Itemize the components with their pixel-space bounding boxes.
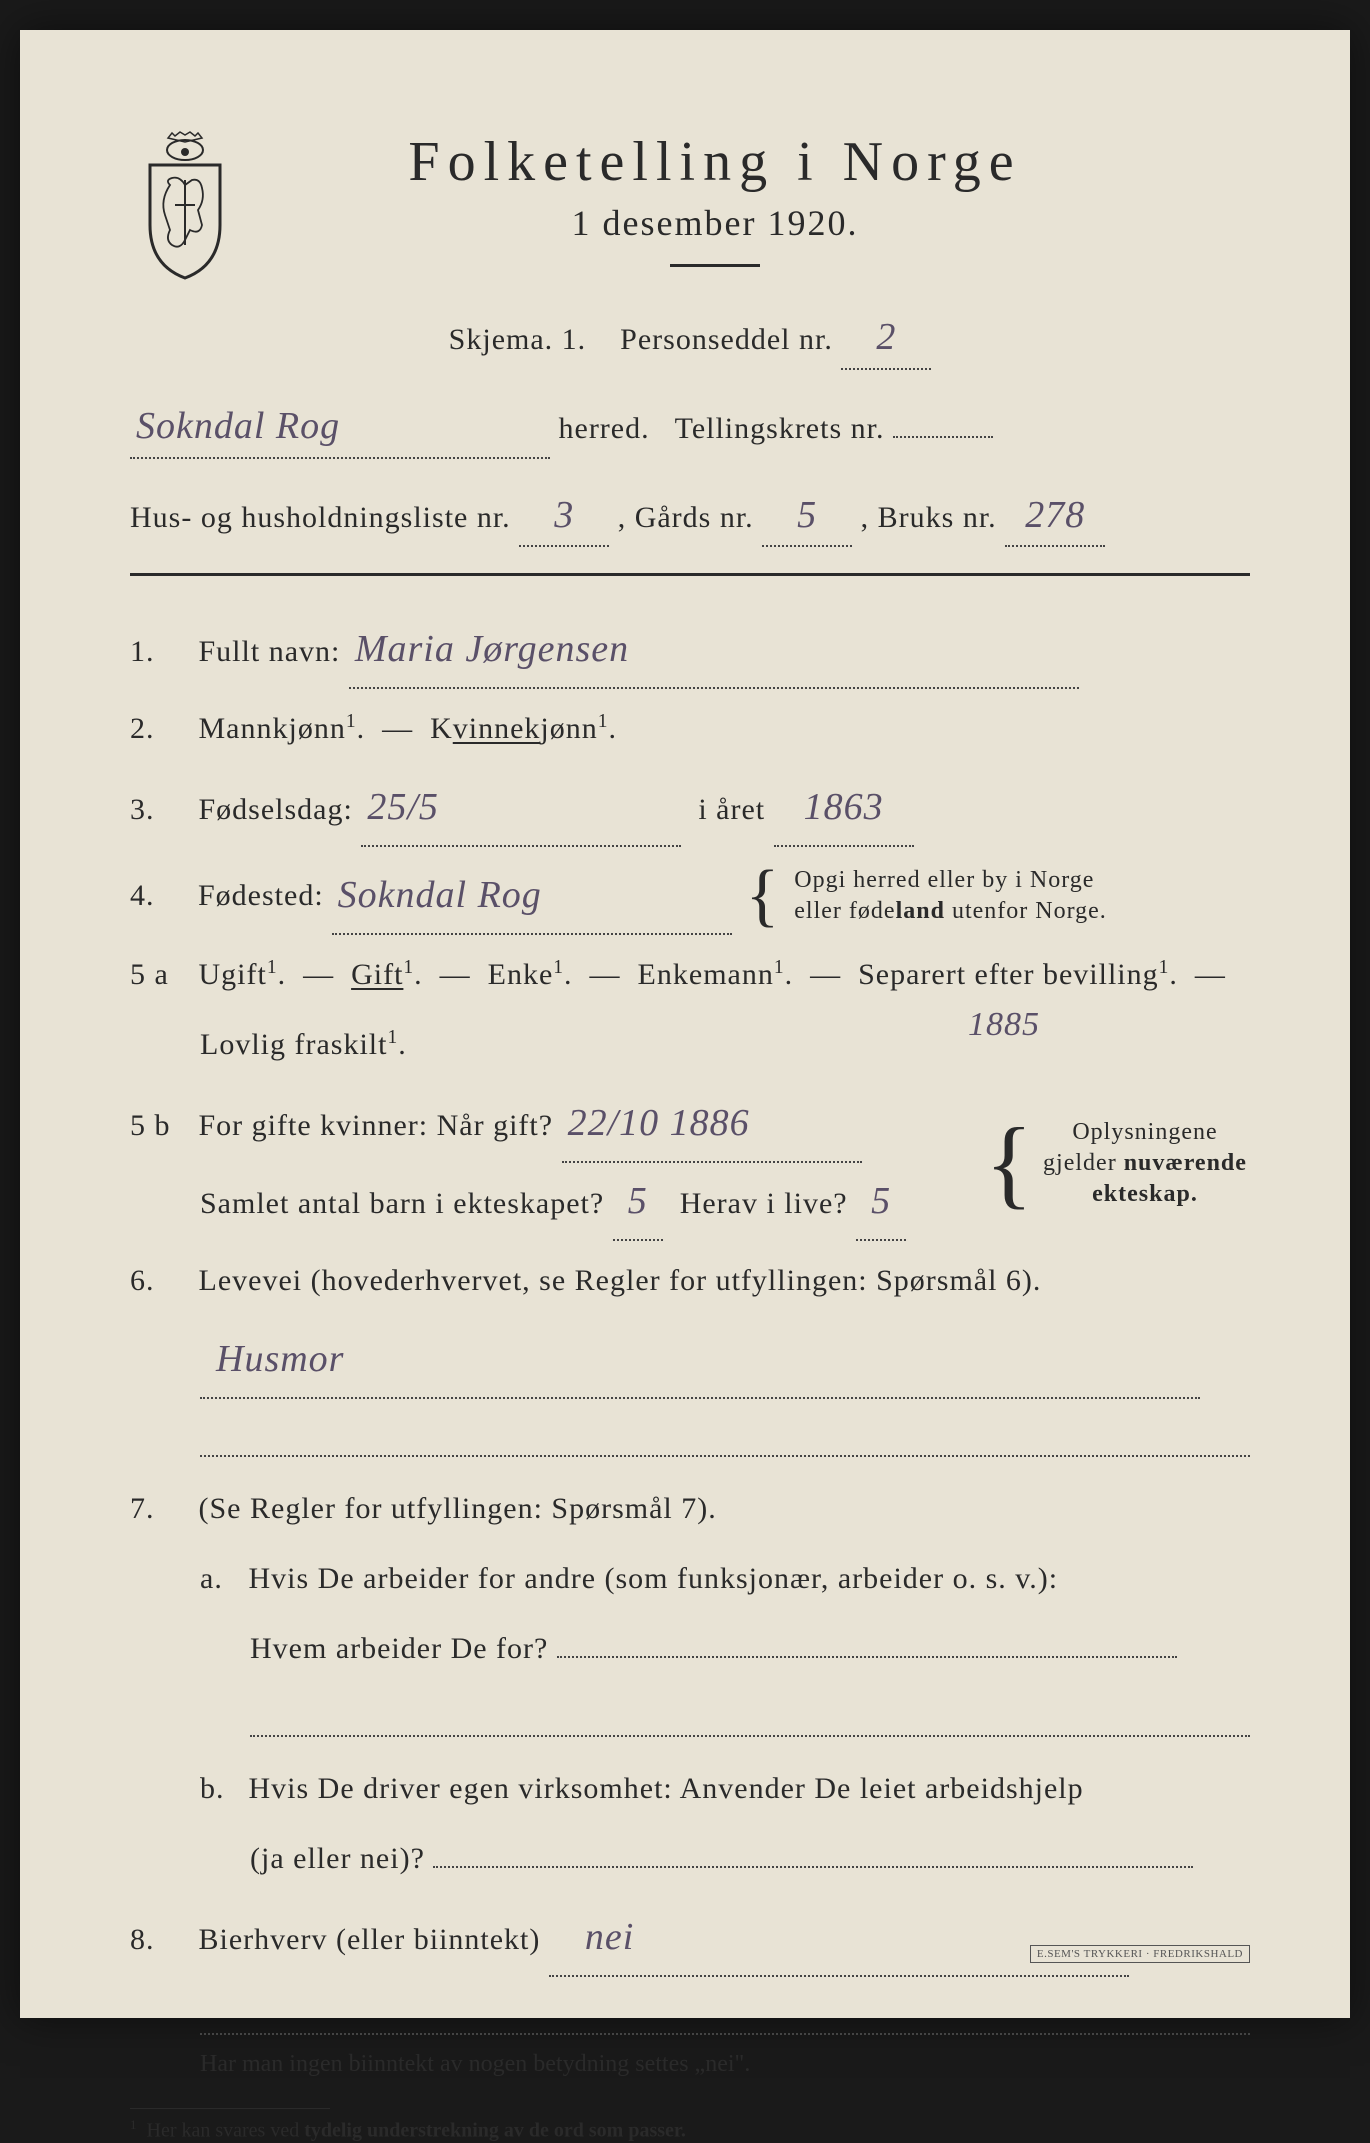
- q3-row: 3. Fødselsdag: 25/5 i året 1863: [130, 769, 1250, 847]
- header: Folketelling i Norge 1 desember 1920.: [130, 130, 1250, 297]
- footnote: 1 Her kan svares ved tydelig understrekn…: [130, 2108, 1250, 2143]
- q5b-dato: 22/10 1886: [568, 1102, 750, 1144]
- q5b-note: Oplysningene gjelder nuværende ekteskap.: [1040, 1117, 1250, 1211]
- meta-line-1: Skjema. 1. Personseddel nr. 2: [130, 307, 1250, 370]
- q5b-label: For gifte kvinner: Når gift?: [199, 1109, 554, 1142]
- coat-of-arms-icon: [130, 130, 240, 280]
- q7-num: 7.: [130, 1479, 190, 1539]
- q5a-enkemann: Enkemann: [638, 958, 774, 991]
- q5a-separert: Separert efter bevilling: [858, 958, 1159, 991]
- q6-blank-line: [200, 1409, 1250, 1457]
- q5b-block: 5 b For gifte kvinner: Når gift? 22/10 1…: [130, 1085, 1250, 1241]
- q7a-row1: a. Hvis De arbeider for andre (som funks…: [130, 1549, 1250, 1609]
- gards-nr: 5: [797, 494, 817, 536]
- divider-main: [130, 573, 1250, 576]
- q7b-row2: (ja eller nei)?: [130, 1829, 1250, 1889]
- q4-row: 4. Fødested: Sokndal Rog { Opgi herred e…: [130, 857, 1250, 935]
- q5a-ugift: Ugift: [199, 958, 267, 991]
- q3-day: 25/5: [367, 786, 439, 828]
- q6-label: Levevei (hovederhvervet, se Regler for u…: [199, 1264, 1042, 1297]
- q5a-row2: Lovlig fraskilt1.: [130, 1015, 1250, 1075]
- q7b-text2: (ja eller nei)?: [250, 1842, 425, 1875]
- q5b-live: 5: [871, 1180, 891, 1222]
- herred-label: herred.: [559, 412, 650, 445]
- gards-label: , Gårds nr.: [618, 501, 754, 534]
- q7b-row1: b. Hvis De driver egen virksomhet: Anven…: [130, 1759, 1250, 1819]
- q7a-row2: Hvem arbeider De for?: [130, 1619, 1250, 1679]
- q5b-live-label: Herav i live?: [680, 1187, 848, 1220]
- q3-year-label: i året: [698, 793, 765, 826]
- q2-kvinne: Kvinnekjønn: [430, 712, 598, 745]
- tellingskrets-label: Tellingskrets nr.: [675, 412, 885, 445]
- q5a-gift: Gift: [351, 958, 403, 991]
- q7b-label: b.: [200, 1759, 240, 1819]
- q7a-text1: Hvis De arbeider for andre (som funksjon…: [249, 1562, 1059, 1595]
- q3-year: 1863: [804, 786, 884, 828]
- subtitle-date: 1 desember 1920.: [280, 202, 1150, 244]
- census-form-page: Folketelling i Norge 1 desember 1920. Sk…: [20, 30, 1350, 2018]
- personseddel-label: Personseddel nr.: [620, 323, 833, 356]
- q3-num: 3.: [130, 780, 190, 840]
- q2-num: 2.: [130, 699, 190, 759]
- q8-num: 8.: [130, 1910, 190, 1970]
- q6-value-row: Husmor: [130, 1321, 1250, 1399]
- main-title: Folketelling i Norge: [280, 130, 1150, 194]
- q6-num: 6.: [130, 1251, 190, 1311]
- q7a-text2: Hvem arbeider De for?: [250, 1632, 548, 1665]
- q1-row: 1. Fullt navn: Maria Jørgensen: [130, 611, 1250, 689]
- q7a-blank-line: [250, 1689, 1250, 1737]
- meta-line-3: Hus- og husholdningsliste nr. 3 , Gårds …: [130, 485, 1250, 548]
- q8-row: 8. Bierhverv (eller biinntekt) nei: [130, 1899, 1250, 1977]
- bruks-nr: 278: [1025, 494, 1085, 536]
- q7b-text1: Hvis De driver egen virksomhet: Anvender…: [249, 1772, 1084, 1805]
- husliste-label: Hus- og husholdningsliste nr.: [130, 501, 511, 534]
- printer-mark: E.SEM'S TRYKKERI · FREDRIKSHALD: [1030, 1945, 1250, 1963]
- q8-blank-line: [200, 1987, 1250, 2035]
- q3-label: Fødselsdag:: [199, 793, 353, 826]
- brace-icon: {: [746, 868, 781, 924]
- q5b-num: 5 b: [130, 1096, 190, 1156]
- q6-value: Husmor: [206, 1338, 344, 1380]
- personseddel-nr: 2: [876, 316, 896, 358]
- herred-value: Sokndal Rog: [136, 405, 340, 447]
- q6-row: 6. Levevei (hovederhvervet, se Regler fo…: [130, 1251, 1250, 1311]
- q5a-enke: Enke: [488, 958, 554, 991]
- q8-label: Bierhverv (eller biinntekt): [199, 1923, 541, 1956]
- q4-label: Fødested:: [198, 866, 324, 926]
- q5b-barn: 5: [628, 1180, 648, 1222]
- title-rule: [670, 264, 760, 267]
- q4-num: 4.: [130, 866, 190, 926]
- q5a-num: 5 a: [130, 945, 190, 1005]
- q7-row: 7. (Se Regler for utfyllingen: Spørsmål …: [130, 1479, 1250, 1539]
- husliste-nr: 3: [554, 494, 574, 536]
- skjema-label: Skjema. 1.: [449, 323, 587, 356]
- q8-value: nei: [555, 1916, 634, 1958]
- q5a-row: 5 a Ugift1. — Gift1. — Enke1. — Enkemann…: [130, 945, 1250, 1005]
- q2-mann: Mannkjønn: [199, 712, 346, 745]
- q4-value: Sokndal Rog: [338, 874, 542, 916]
- q1-value: Maria Jørgensen: [355, 628, 629, 670]
- q1-num: 1.: [130, 622, 190, 682]
- q7-label: (Se Regler for utfyllingen: Spørsmål 7).: [199, 1492, 717, 1525]
- title-block: Folketelling i Norge 1 desember 1920.: [280, 130, 1250, 297]
- q4-note: Opgi herred eller by i Norge eller fødel…: [794, 865, 1107, 927]
- footnote-marker: 1: [130, 2117, 137, 2132]
- meta-line-2: Sokndal Rog herred. Tellingskrets nr.: [130, 396, 1250, 459]
- q8-note: Har man ingen biinntekt av nogen betydni…: [200, 2051, 1250, 2078]
- bruks-label: , Bruks nr.: [861, 501, 997, 534]
- q7a-label: a.: [200, 1549, 240, 1609]
- q5b-barn-label: Samlet antal barn i ekteskapet?: [200, 1187, 604, 1220]
- q2-row: 2. Mannkjønn1. — Kvinnekjønn1.: [130, 699, 1250, 759]
- q1-label: Fullt navn:: [199, 635, 341, 668]
- q5a-fraskilt: Lovlig fraskilt: [200, 1028, 387, 1061]
- brace-icon: {: [985, 1123, 1034, 1203]
- footnote-rule: [130, 2108, 330, 2109]
